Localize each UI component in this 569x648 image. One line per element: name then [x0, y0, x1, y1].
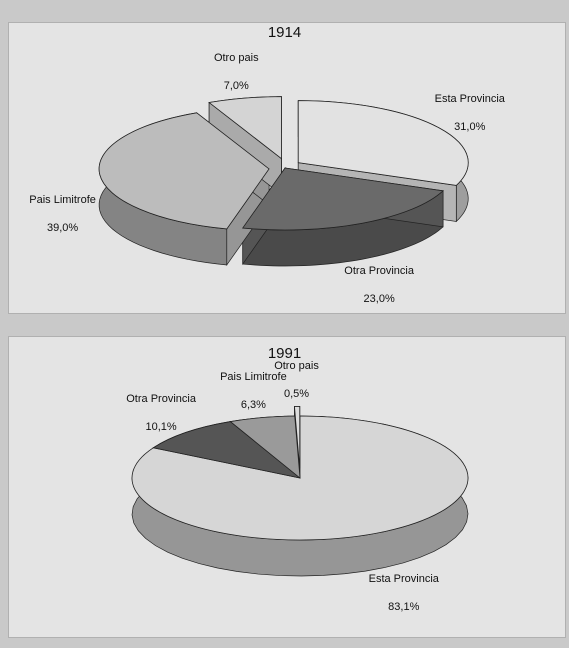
- slice-label: Otro pais: [213, 51, 259, 64]
- pie-slice: [241, 167, 444, 231]
- slice-value: 23,0%: [363, 293, 395, 306]
- pie-slice: [208, 96, 282, 160]
- slice-value: 39,0%: [46, 222, 79, 235]
- pie-slice: [131, 415, 469, 541]
- slice-label: Esta Provincia: [434, 93, 505, 106]
- pie-slice: [98, 112, 270, 230]
- chart-title: 1991: [267, 345, 302, 362]
- slice-label: Pais Limitrofe: [220, 371, 287, 384]
- slice-value: 10,1%: [145, 420, 177, 433]
- pie-slice: [297, 100, 469, 186]
- pie-slice: [229, 415, 301, 479]
- slice-label: Otra Provincia: [344, 265, 414, 278]
- chart-title: 1914: [267, 24, 302, 41]
- slice-label: Esta Provincia: [368, 572, 439, 585]
- slice-value: 31,0%: [454, 121, 486, 134]
- pie-slice: [294, 406, 301, 469]
- slice-value: 0,5%: [283, 387, 310, 400]
- slice-label: Pais Limitrofe: [29, 194, 96, 207]
- pie-slice: [152, 421, 301, 479]
- slice-value: 83,1%: [388, 600, 420, 613]
- slice-value: 6,3%: [240, 399, 266, 412]
- slice-label: Otra Provincia: [126, 392, 196, 405]
- slice-label: Otro pais: [274, 359, 319, 372]
- slice-value: 7,0%: [223, 79, 249, 92]
